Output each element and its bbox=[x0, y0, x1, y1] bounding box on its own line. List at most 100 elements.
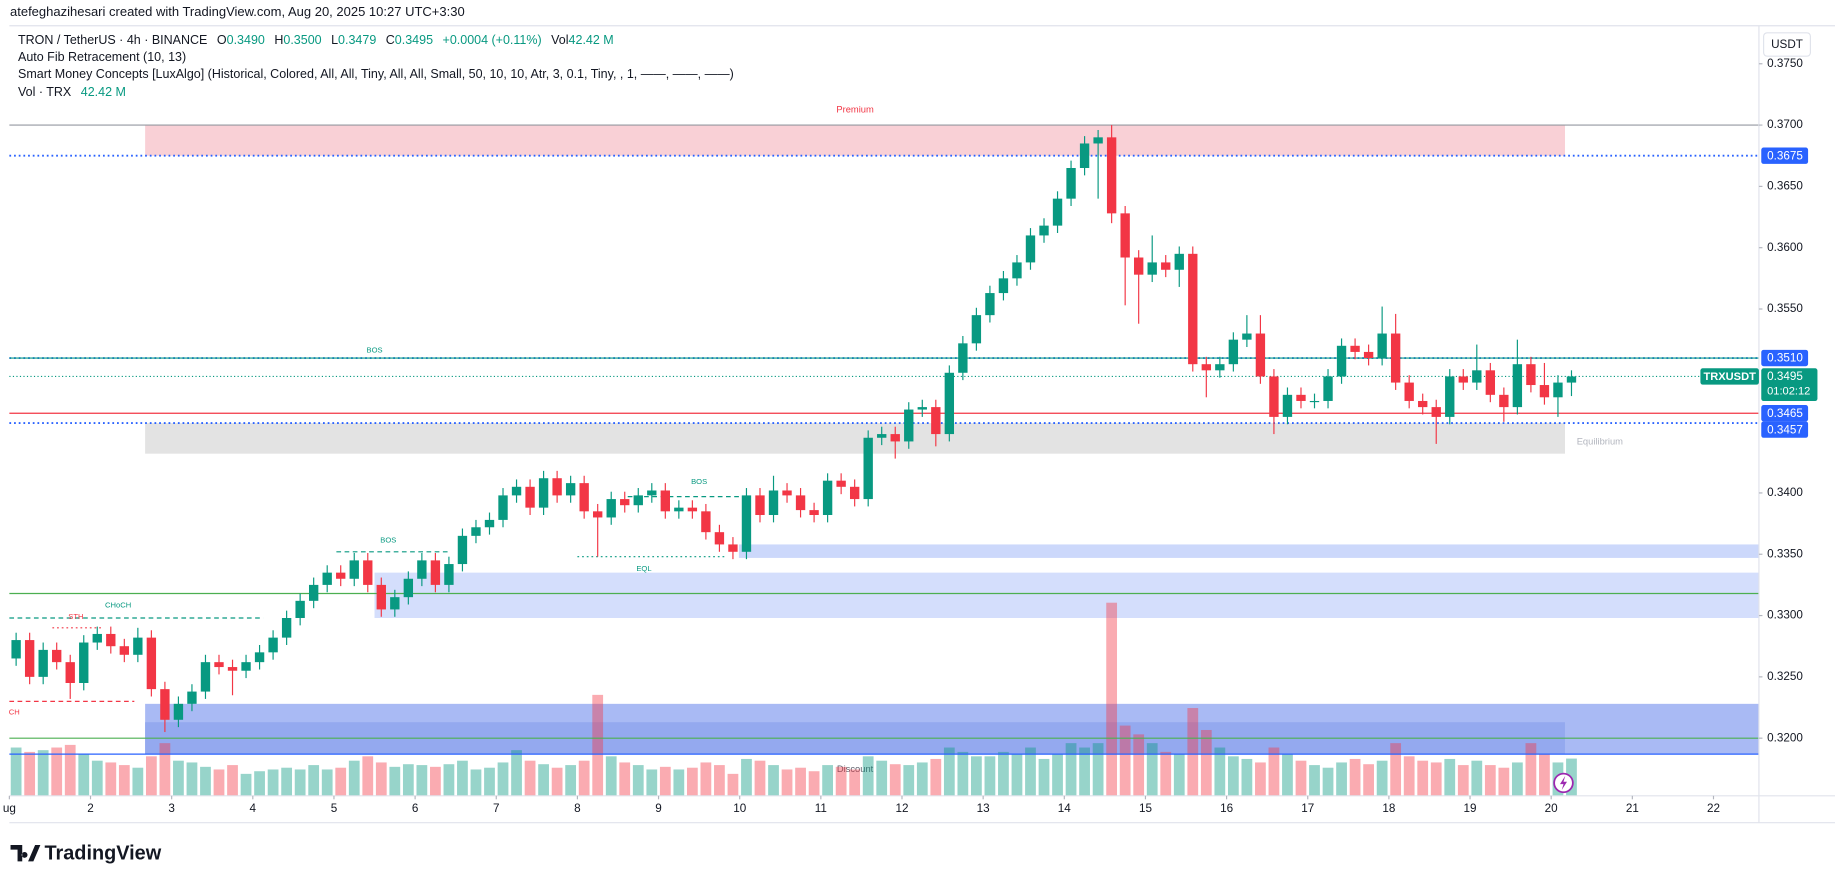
candle-body bbox=[1512, 364, 1523, 408]
candle-body bbox=[92, 633, 102, 643]
candle-body bbox=[160, 689, 170, 720]
volume-bar bbox=[1295, 760, 1307, 796]
candle-body bbox=[1363, 351, 1374, 359]
countdown: 01:02:12 bbox=[1767, 386, 1810, 398]
candle-body bbox=[1066, 167, 1076, 199]
ohlc-label: C bbox=[385, 33, 395, 47]
volume-bar bbox=[1457, 765, 1469, 796]
y-tick-label: 0.3200 bbox=[1767, 731, 1803, 744]
candle-body bbox=[146, 637, 157, 690]
zone-label: Premium bbox=[836, 104, 874, 114]
candle-body bbox=[173, 703, 184, 720]
volume-bar bbox=[1566, 758, 1577, 796]
zone bbox=[145, 125, 1565, 156]
vol-label: Vol bbox=[551, 33, 569, 47]
volume-bar bbox=[1349, 758, 1361, 796]
vol-indicator: Vol · TRX 42.42 M bbox=[18, 85, 126, 99]
candle-body bbox=[1215, 364, 1225, 371]
x-tick-label: 5 bbox=[331, 802, 338, 815]
zone bbox=[374, 572, 1759, 619]
volume-bar bbox=[916, 762, 928, 796]
volume-bar bbox=[551, 767, 563, 796]
icon-circle[interactable] bbox=[1553, 772, 1574, 794]
price-tag bbox=[1761, 147, 1809, 164]
x-tick-label: 6 bbox=[412, 802, 419, 815]
watermark: TradingView bbox=[44, 843, 161, 865]
volume-bar bbox=[78, 753, 90, 796]
candle-body bbox=[322, 572, 332, 585]
volume-bar bbox=[173, 760, 184, 796]
volume-bar bbox=[1484, 765, 1496, 796]
x-tick-label: 8 bbox=[574, 802, 581, 815]
volume-bar bbox=[835, 766, 847, 796]
volume-bar bbox=[876, 760, 888, 796]
candle-body bbox=[741, 495, 752, 552]
candle-body bbox=[1201, 364, 1211, 371]
candle-body bbox=[890, 434, 900, 442]
candle-body bbox=[1282, 394, 1293, 417]
volume-bar bbox=[105, 762, 117, 796]
volume-bar bbox=[470, 769, 482, 796]
volume-bar bbox=[402, 764, 414, 796]
volume-bar bbox=[10, 747, 22, 796]
candle-body bbox=[187, 691, 197, 704]
volume-bar bbox=[714, 765, 725, 796]
volume-bar bbox=[565, 765, 577, 796]
y-tick-label: 0.3250 bbox=[1767, 670, 1803, 683]
candle-body bbox=[1418, 400, 1428, 408]
vol-value: 42.42 M bbox=[568, 33, 614, 47]
indicator: Smart Money Concepts [LuxAlgo] (Historic… bbox=[18, 67, 734, 81]
volume-bar bbox=[1146, 743, 1158, 796]
candle-body bbox=[1566, 376, 1577, 383]
lightning-icon[interactable] bbox=[1553, 772, 1574, 794]
x-tick-label: 17 bbox=[1301, 802, 1314, 815]
logo bbox=[10, 844, 41, 862]
x-tick-label: 10 bbox=[733, 802, 747, 815]
volume-bar bbox=[943, 747, 955, 796]
candle-body bbox=[768, 490, 779, 516]
volume-bar bbox=[632, 765, 644, 796]
volume-bar bbox=[200, 766, 211, 796]
volume-bar bbox=[484, 767, 495, 796]
candle-body bbox=[1147, 262, 1157, 275]
volume-bar bbox=[538, 764, 549, 796]
structure-label: EQL bbox=[636, 564, 651, 573]
volume-bar bbox=[1363, 764, 1374, 796]
x-tick-label: 11 bbox=[815, 802, 827, 815]
candle-body bbox=[1350, 345, 1360, 352]
x-tick-label: 22 bbox=[1707, 802, 1720, 815]
volume-bar bbox=[240, 773, 252, 796]
volume-bar bbox=[889, 764, 901, 796]
candle-body bbox=[363, 560, 373, 585]
volume-bar bbox=[1444, 758, 1456, 796]
candle-body bbox=[647, 490, 657, 496]
candle-body bbox=[254, 652, 265, 663]
candle-body bbox=[1309, 400, 1320, 403]
volume-bar bbox=[1390, 743, 1402, 796]
volume-bar bbox=[781, 769, 793, 796]
volume-bar bbox=[1403, 756, 1415, 796]
ohlc-label: L bbox=[331, 33, 339, 47]
volume-bar bbox=[741, 758, 752, 796]
volume-bar bbox=[227, 765, 238, 796]
y-tick-label: 0.3350 bbox=[1767, 547, 1803, 560]
x-tick-label: 19 bbox=[1464, 802, 1477, 815]
candle-body bbox=[958, 343, 968, 373]
volume-bar bbox=[971, 756, 982, 796]
volume-bar bbox=[430, 766, 441, 796]
x-tick-label: 13 bbox=[977, 802, 990, 815]
volume-bar bbox=[1255, 762, 1266, 796]
symbol: TRON / TetherUS · 4h · BINANCE bbox=[18, 33, 208, 47]
volume-bar bbox=[416, 765, 428, 796]
candle-body bbox=[525, 486, 535, 508]
zone bbox=[145, 722, 1565, 755]
candle-body bbox=[79, 642, 89, 683]
volume-bar bbox=[592, 694, 604, 796]
volume-bar bbox=[159, 743, 171, 796]
candle-body bbox=[1174, 253, 1184, 270]
currency-button[interactable] bbox=[1763, 32, 1812, 57]
volume-bar bbox=[1025, 747, 1036, 796]
volume-bar bbox=[700, 762, 712, 796]
volume-bar bbox=[686, 767, 698, 796]
